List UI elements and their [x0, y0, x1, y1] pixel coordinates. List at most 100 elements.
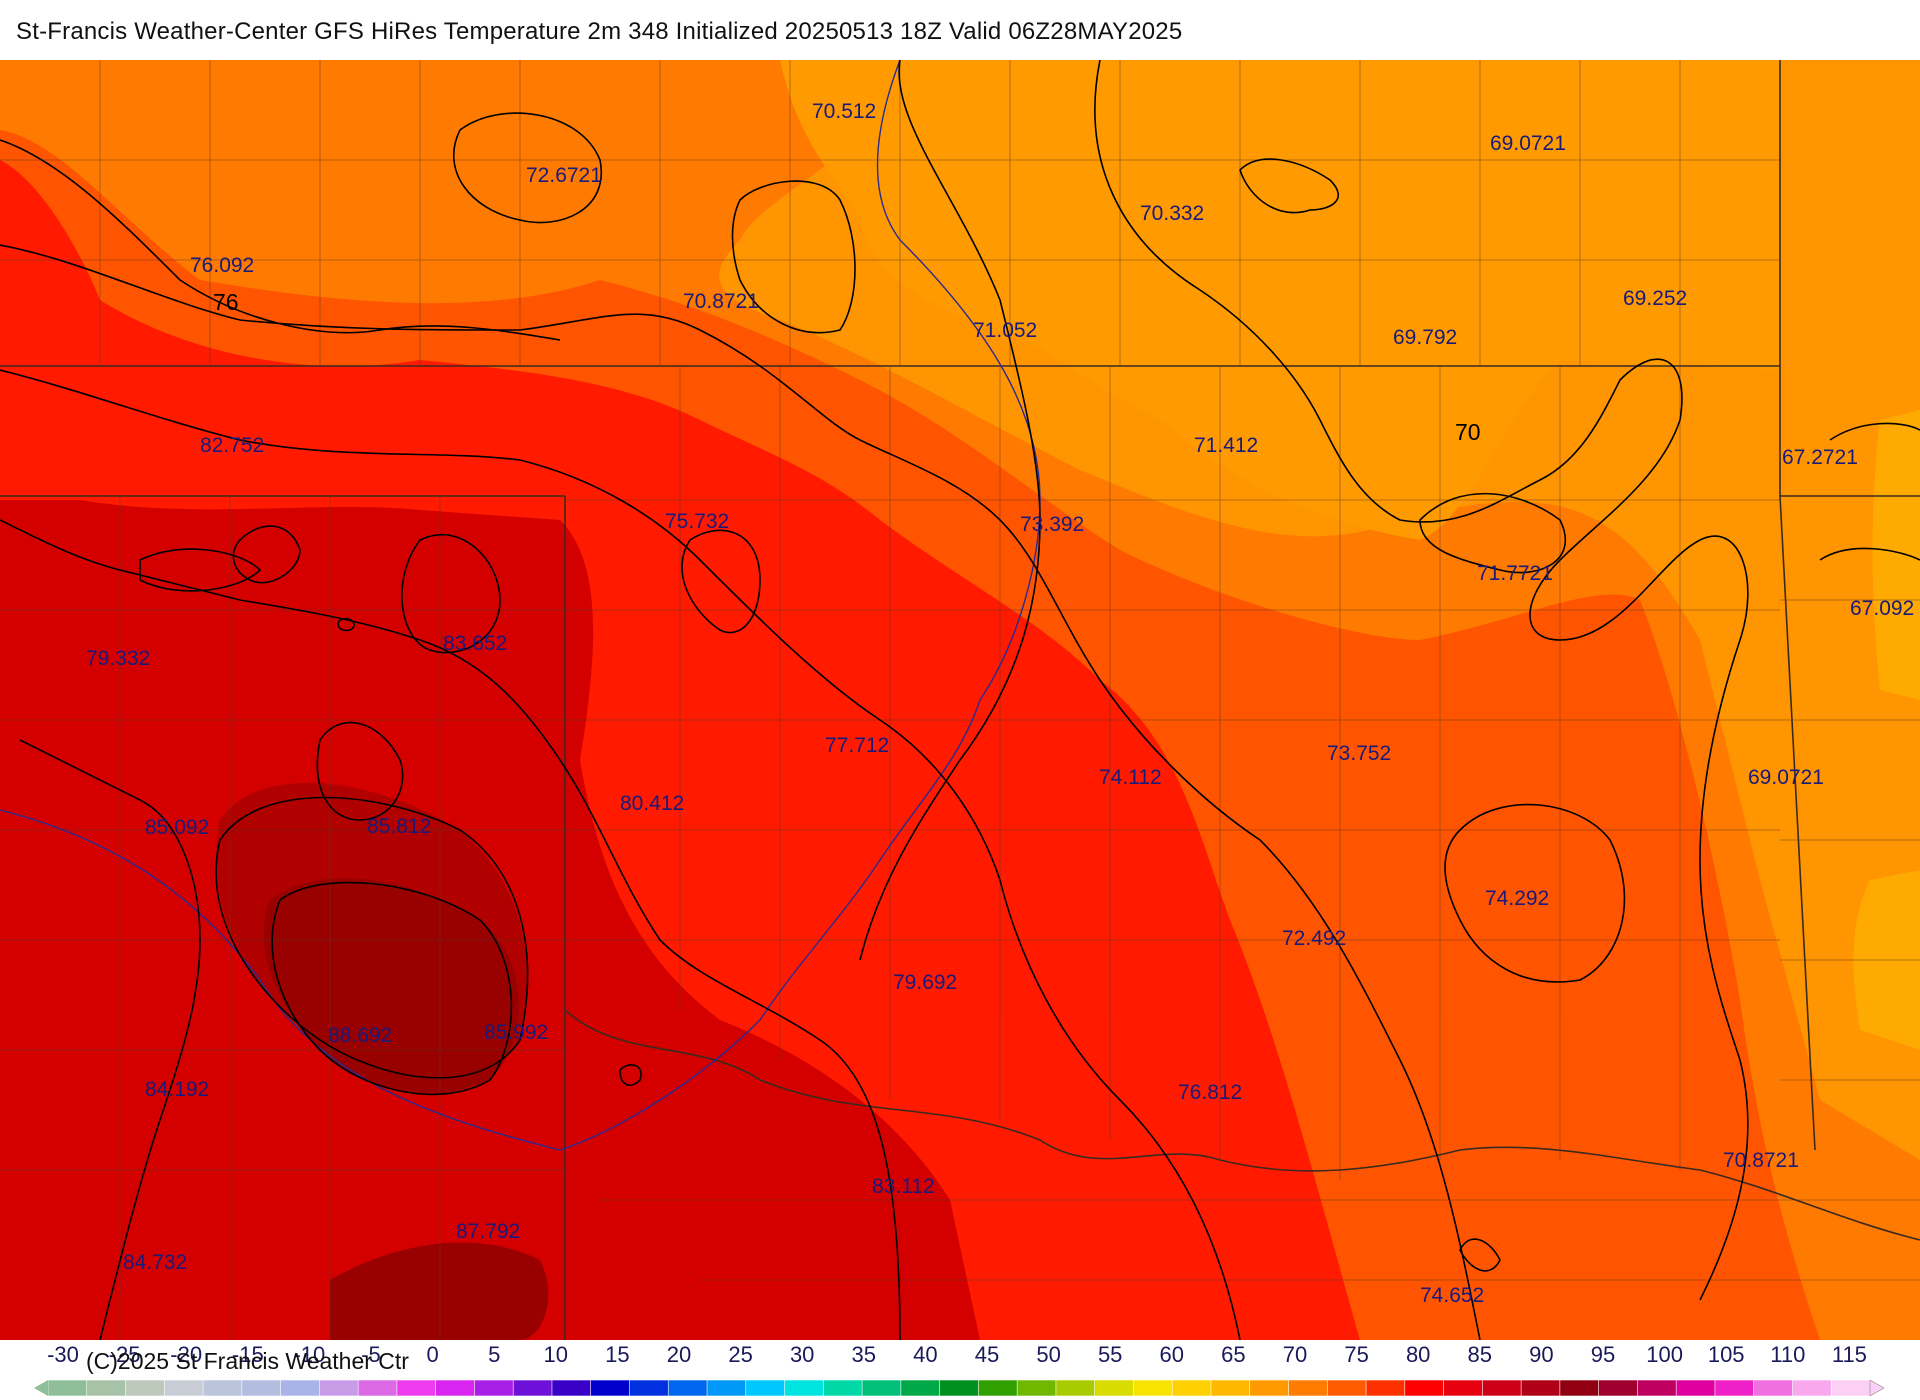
- legend-arrow-low: [34, 1380, 48, 1396]
- point-value: 67.2721: [1782, 446, 1858, 469]
- temp-field-upper-60s: [780, 60, 1780, 540]
- legend-tick-label: 80: [1405, 1342, 1431, 1367]
- legend-color-swatch: [1249, 1380, 1290, 1396]
- legend-color-swatch: [706, 1380, 747, 1396]
- legend-color-swatch: [1016, 1380, 1057, 1396]
- legend-tick-label: 115: [1831, 1342, 1867, 1367]
- legend-color-swatch: [1210, 1380, 1251, 1396]
- legend-tick-label: 55: [1097, 1342, 1123, 1367]
- point-value: 74.652: [1420, 1284, 1484, 1307]
- legend-tick-label: 105: [1707, 1342, 1745, 1367]
- legend-color-swatch: [1443, 1380, 1484, 1396]
- legend-tick-label: -15: [231, 1342, 264, 1367]
- legend-color-swatch: [125, 1380, 166, 1396]
- point-value: 72.6721: [526, 164, 602, 187]
- point-value: 77.712: [825, 734, 889, 757]
- legend-tick-label: 70: [1282, 1342, 1308, 1367]
- river-line: [0, 60, 1041, 1151]
- legend-tick-label: -20: [170, 1342, 203, 1367]
- legend-tick-label: 40: [913, 1342, 938, 1367]
- copyright-text: (C)2025 St Francis Weather Ctr: [86, 1348, 409, 1374]
- point-value: 84.192: [145, 1078, 209, 1101]
- point-value: 75.732: [665, 510, 729, 533]
- legend-color-swatch: [1675, 1380, 1716, 1396]
- point-value: 87.792: [456, 1220, 520, 1243]
- legend-color-swatch: [1830, 1380, 1871, 1396]
- temp-field-hot-south: [330, 1242, 549, 1340]
- legend-color-swatch: [1171, 1380, 1212, 1396]
- legend-tick-label: 60: [1159, 1342, 1185, 1367]
- legend-color-swatch: [1637, 1380, 1677, 1396]
- legend-color-swatch: [590, 1380, 631, 1396]
- point-value: 79.692: [893, 971, 957, 994]
- legend-tick-label: -30: [47, 1342, 79, 1367]
- legend-tick-label: 15: [605, 1342, 630, 1367]
- point-value: 70.332: [1140, 202, 1204, 225]
- point-value: 82.752: [200, 434, 264, 457]
- legend-color-swatch: [1714, 1380, 1755, 1396]
- legend-tick-label: 65: [1221, 1342, 1246, 1367]
- legend-color-swatch: [629, 1380, 670, 1396]
- legend-color-swatch: [1482, 1380, 1522, 1396]
- legend-tick-label: 20: [666, 1342, 692, 1367]
- color-legend-bar: [34, 1380, 1884, 1396]
- temp-field-hottest-core: [263, 878, 519, 1095]
- legend-color-swatch: [939, 1380, 980, 1396]
- point-value: 71.7721: [1477, 562, 1553, 585]
- point-value: 76.812: [1178, 1081, 1242, 1104]
- point-value: 74.292: [1485, 887, 1549, 910]
- point-value: 69.252: [1623, 287, 1687, 310]
- legend-color-swatch: [280, 1380, 321, 1396]
- legend-color-swatch: [1326, 1380, 1367, 1396]
- legend-tick-label: 45: [974, 1342, 1000, 1367]
- point-value: 85.812: [367, 815, 431, 838]
- point-values: 70.512 72.6721 76.092 70.8721 70.332 69.…: [86, 100, 1914, 1307]
- legend-color-swatch: [667, 1380, 708, 1396]
- legend-tick-label: 110: [1770, 1342, 1806, 1367]
- legend-color-swatch: [1094, 1380, 1135, 1396]
- contour-label: 70: [1455, 419, 1481, 445]
- legend-color-swatch: [1792, 1380, 1833, 1396]
- legend-tick-label: 35: [851, 1342, 877, 1367]
- point-value: 73.392: [1020, 513, 1084, 536]
- legend-color-swatch: [47, 1380, 88, 1396]
- point-value: 73.752: [1327, 742, 1391, 765]
- legend-tick-label: 75: [1344, 1342, 1369, 1367]
- legend-color-swatch: [745, 1380, 786, 1396]
- legend-color-swatch: [357, 1380, 398, 1396]
- point-value: 67.092: [1850, 597, 1914, 620]
- legend-color-swatch: [823, 1380, 863, 1396]
- point-value: 74.112: [1099, 766, 1162, 789]
- legend-color-swatch: [241, 1380, 282, 1396]
- point-value: 88.692: [328, 1024, 392, 1047]
- legend-color-swatch: [1133, 1380, 1174, 1396]
- legend-color-swatch: [319, 1380, 359, 1396]
- legend-color-swatch: [784, 1380, 825, 1396]
- legend-tick-label: -5: [361, 1342, 381, 1367]
- legend-tick-label: 95: [1590, 1342, 1616, 1367]
- point-value: 70.8721: [683, 290, 759, 313]
- legend-color-swatch: [163, 1380, 204, 1396]
- legend-tick-label: -10: [293, 1342, 326, 1367]
- point-value: 85.992: [484, 1021, 548, 1044]
- legend-tick-label: 90: [1529, 1342, 1554, 1367]
- legend-tick-label: -25: [108, 1342, 141, 1367]
- point-value: 83.652: [443, 632, 507, 655]
- county-lines: [0, 60, 1920, 1340]
- point-value: 70.8721: [1723, 1149, 1799, 1172]
- point-value: 85.092: [145, 816, 209, 839]
- legend-color-swatch: [1520, 1380, 1561, 1396]
- legend-tick-label: 100: [1646, 1342, 1683, 1367]
- legend-tick-label: 5: [488, 1342, 501, 1367]
- legend-color-swatch: [900, 1380, 941, 1396]
- map-title: St-Francis Weather-Center GFS HiRes Temp…: [16, 18, 1183, 45]
- legend-color-swatch: [435, 1380, 476, 1396]
- point-value: 79.332: [86, 647, 150, 670]
- legend-color-swatch: [1365, 1380, 1406, 1396]
- point-value: 83.112: [872, 1175, 935, 1198]
- point-value: 80.412: [620, 792, 684, 815]
- legend-tick-label: 25: [728, 1342, 753, 1367]
- temperature-map: 76 70 70.512 72.6721 76.092 70.8721 70.3…: [0, 60, 1920, 1340]
- legend-tick-label: 10: [543, 1342, 569, 1367]
- temp-field-warm-patch-2: [1872, 410, 1920, 700]
